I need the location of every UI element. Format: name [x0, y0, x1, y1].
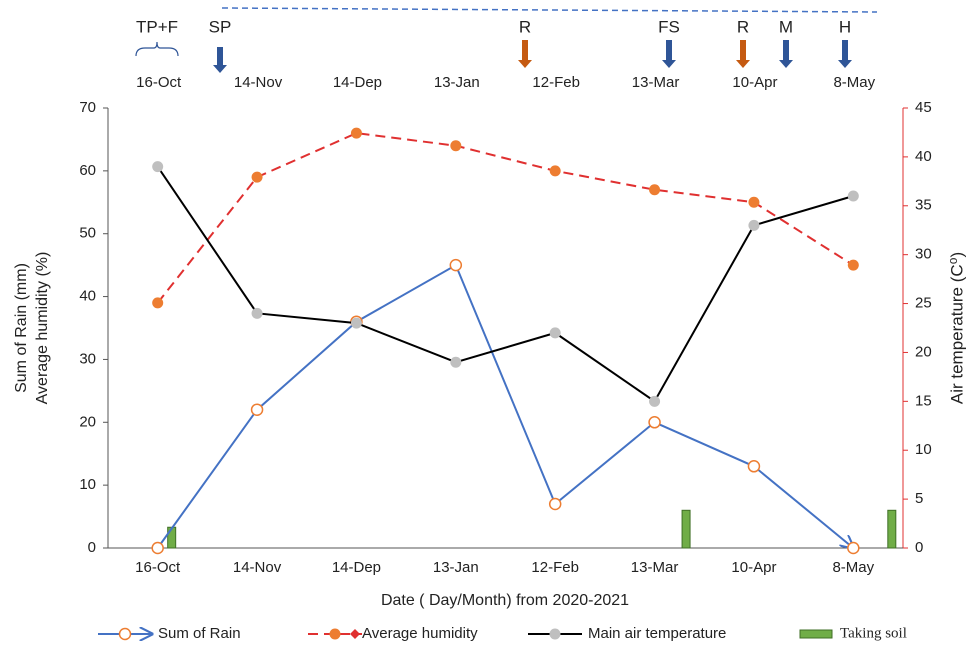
event-arrow [662, 40, 676, 68]
point [748, 196, 760, 208]
point [350, 127, 362, 139]
x-axis-title: Date ( Day/Month) from 2020-2021 [381, 592, 629, 609]
point [649, 184, 661, 196]
event-label: SP [209, 17, 232, 36]
point [847, 190, 859, 202]
event-label: R [737, 17, 749, 36]
series-line [156, 263, 854, 548]
event-brace [135, 41, 179, 57]
legend-diamond [350, 629, 360, 639]
point [151, 541, 164, 555]
y2-tick-label: 25 [915, 295, 932, 312]
legend-label: Main air temperature [588, 625, 726, 642]
y2-tick-label: 0 [915, 539, 923, 556]
point [350, 317, 362, 329]
point [847, 541, 860, 555]
legend-label: Average humidity [362, 625, 478, 642]
y-tick-label: 40 [79, 288, 96, 305]
point [548, 497, 562, 511]
event-arrow [779, 40, 793, 68]
y-tick-label: 70 [79, 99, 96, 116]
legend-marker [329, 628, 341, 640]
point [847, 259, 859, 271]
y-tick-label: 20 [79, 413, 96, 430]
y2-tick-label: 40 [915, 148, 932, 165]
y2-tick-label: 15 [915, 392, 932, 409]
y2-tick-label: 20 [915, 343, 932, 360]
y2-tick-label: 30 [915, 246, 932, 263]
point [449, 258, 463, 272]
y2-tick-label: 10 [915, 441, 932, 458]
y2-tick-label: 35 [915, 197, 932, 214]
event-label: R [519, 17, 531, 36]
top-date-label: 14-Nov [234, 74, 283, 91]
y2-axis-title: Air temperature (C⁰) [947, 252, 966, 404]
point [748, 219, 760, 231]
point [450, 356, 462, 368]
point [649, 395, 661, 407]
point [549, 165, 561, 177]
x-tick-label: 14-Dep [332, 559, 381, 576]
x-tick-label: 12-Feb [531, 559, 579, 576]
legend-marker [549, 628, 561, 640]
y-tick-label: 10 [79, 476, 96, 493]
event-arrow [518, 40, 532, 68]
legend-marker [118, 627, 132, 641]
series-line [156, 132, 854, 304]
y-axis-title: Average humidity (%) [34, 252, 51, 405]
top-date-label: 10-Apr [732, 74, 777, 91]
point [747, 460, 761, 473]
x-tick-label: 8-May [832, 559, 874, 576]
series-line [156, 166, 854, 403]
x-tick-label: 10-Apr [731, 559, 776, 576]
x-tick-label: 13-Mar [631, 559, 679, 576]
top-date-label: 13-Jan [434, 74, 480, 91]
top-date-label: 13-Mar [632, 74, 680, 91]
event-label: TP+F [136, 17, 178, 36]
event-arrow [838, 40, 852, 68]
y2-tick-label: 45 [915, 99, 932, 116]
legend-label: Sum of Rain [158, 625, 241, 642]
y-tick-label: 30 [79, 350, 96, 367]
y2-tick-label: 5 [915, 490, 923, 507]
point [250, 403, 264, 416]
bar [887, 509, 897, 549]
legend-swatch [799, 629, 833, 639]
timeline [221, 7, 878, 13]
x-tick-label: 16-Oct [135, 559, 181, 576]
x-tick-label: 14-Nov [233, 559, 282, 576]
top-date-label: 8-May [833, 74, 875, 91]
event-arrow [213, 47, 227, 73]
point [648, 416, 661, 429]
event-label: FS [658, 17, 680, 36]
bar [681, 509, 691, 549]
top-date-label: 12-Feb [532, 74, 580, 91]
top-date-label: 14-Dep [333, 74, 382, 91]
event-label: M [779, 17, 793, 36]
top-date-label: 16-Oct [136, 74, 182, 91]
y-tick-label: 50 [79, 225, 96, 242]
legend-label: Taking soil [840, 625, 907, 641]
y-axis-title: Sum of Rain (mm) [13, 263, 30, 393]
event-arrow [736, 40, 750, 68]
event-label: H [839, 17, 851, 36]
y-tick-label: 60 [79, 162, 96, 179]
point [152, 297, 164, 309]
x-tick-label: 13-Jan [433, 559, 479, 576]
y-tick-label: 0 [88, 539, 96, 556]
point [251, 171, 263, 183]
point [152, 161, 164, 173]
point [450, 140, 462, 152]
point [251, 307, 263, 319]
bar [167, 526, 177, 549]
point [549, 327, 561, 339]
